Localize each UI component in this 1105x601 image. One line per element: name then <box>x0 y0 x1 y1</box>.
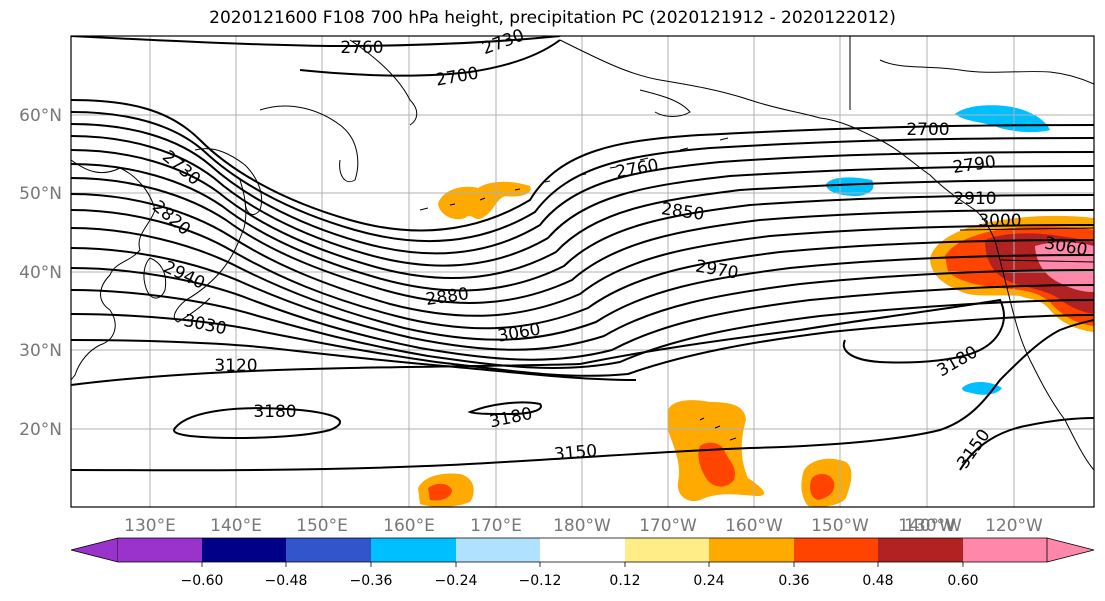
colorbar-tick-label: −0.12 <box>519 573 562 589</box>
colorbar-extend-high <box>1046 537 1095 563</box>
longitude-labels: 130°E 140°E 150°E 160°E 170°E 180°W 170°… <box>124 516 1043 536</box>
lat-label: 60°N <box>19 106 62 126</box>
lon-label: 170°E <box>470 516 522 536</box>
precip-hawaii-red <box>698 442 736 487</box>
latitude-labels: 60°N 50°N 40°N 30°N 20°N <box>19 106 62 440</box>
colorbar-segment <box>709 538 794 562</box>
colorbar-segment <box>625 538 709 562</box>
lat-label: 50°N <box>19 184 62 204</box>
map-title: 2020121600 F108 700 hPa height, precipit… <box>209 8 896 28</box>
colorbar-tick-label: −0.48 <box>265 573 308 589</box>
precip-gulf-blue <box>826 177 874 196</box>
lon-label: 140°E <box>210 516 262 536</box>
lon-label: 130°E <box>124 516 176 536</box>
colorbar-tick-label: 0.24 <box>693 573 724 589</box>
graticule <box>71 36 1094 507</box>
colorbar-tick-label: −0.24 <box>435 573 478 589</box>
precip-hawaii-east-red <box>810 473 835 500</box>
lon-label: 160°W <box>725 516 783 536</box>
lon-label: 150°W <box>811 516 869 536</box>
precip-shading <box>418 105 1094 507</box>
contour-label: 3180 <box>253 402 296 422</box>
contour-label: 2910 <box>953 189 996 209</box>
colorbar-segment <box>878 538 963 562</box>
lat-label: 30°N <box>19 341 62 361</box>
lat-label: 40°N <box>19 263 62 283</box>
colorbar: −0.60 −0.48 −0.36 −0.24 −0.12 0.12 0.24 … <box>70 537 1095 589</box>
lon-label: 160°E <box>383 516 435 536</box>
contour-label: 3000 <box>978 211 1021 231</box>
colorbar-segment <box>371 538 456 562</box>
colorbar-segment <box>794 538 878 562</box>
contour-label: 2760 <box>340 38 383 58</box>
lon-label: 130°W <box>904 516 962 536</box>
colorbar-tick-label: 0.48 <box>862 573 893 589</box>
colorbar-segment <box>963 538 1047 562</box>
colorbar-tick-label: 0.60 <box>947 573 978 589</box>
contour-label: 3150 <box>553 441 598 465</box>
contour-label: 2700 <box>906 120 949 140</box>
lon-label: 180°W <box>553 516 611 536</box>
lon-label: 150°E <box>296 516 348 536</box>
colorbar-segment <box>540 538 625 562</box>
colorbar-segment <box>118 538 202 562</box>
colorbar-tick-label: −0.60 <box>181 573 224 589</box>
contour-label: 3120 <box>214 356 257 376</box>
lon-label: 140°W <box>898 516 956 536</box>
colorbar-segment <box>202 538 286 562</box>
height-contours <box>71 36 1094 472</box>
precip-aleutian-orange <box>438 181 531 220</box>
coastlines <box>71 36 1094 471</box>
colorbar-tick-label: 0.12 <box>609 573 640 589</box>
lat-label: 20°N <box>19 420 62 440</box>
colorbar-extend-low <box>70 537 119 563</box>
precip-southwest-red <box>428 483 452 501</box>
colorbar-segment <box>456 538 540 562</box>
map-frame <box>70 35 1095 508</box>
lon-label: 120°W <box>985 516 1043 536</box>
colorbar-tick-label: 0.36 <box>778 573 809 589</box>
lon-label: 170°W <box>639 516 697 536</box>
colorbar-tick-label: −0.36 <box>350 573 393 589</box>
colorbar-segment <box>286 538 371 562</box>
